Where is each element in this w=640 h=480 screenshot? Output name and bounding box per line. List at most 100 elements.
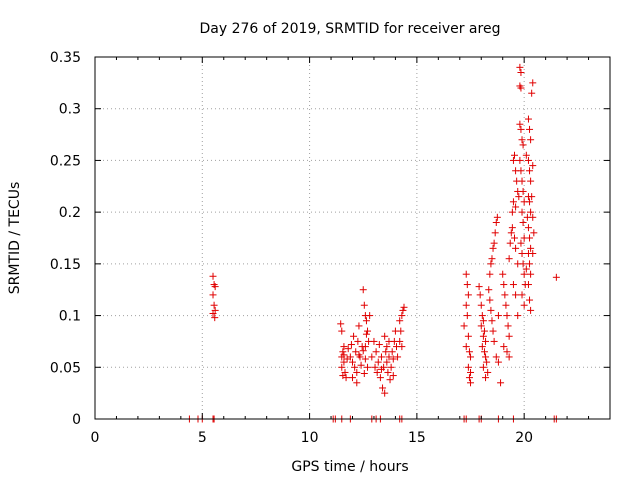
data-point — [517, 167, 525, 175]
data-point — [488, 255, 496, 263]
data-point — [502, 301, 510, 309]
x-tick-label: 10 — [301, 430, 319, 446]
data-point — [464, 332, 472, 340]
data-point — [478, 312, 486, 320]
data-point — [527, 270, 535, 278]
data-point — [509, 281, 517, 289]
data-point — [377, 353, 385, 361]
data-point — [381, 332, 389, 340]
data-point — [209, 310, 217, 318]
data-point — [519, 218, 527, 226]
data-point — [377, 365, 385, 373]
data-point — [530, 229, 538, 237]
data-point — [518, 136, 526, 144]
x-tick-label: 5 — [198, 430, 207, 446]
data-point — [361, 343, 369, 351]
data-point — [522, 265, 530, 273]
y-tick-label: 0.1 — [59, 309, 81, 325]
data-point — [400, 303, 408, 311]
data-point — [338, 363, 346, 371]
data-point — [528, 193, 536, 201]
data-point — [383, 358, 391, 366]
data-point — [476, 291, 484, 299]
data-point — [483, 358, 491, 366]
data-point — [482, 374, 490, 382]
data-point — [494, 358, 502, 366]
data-point — [362, 317, 370, 325]
data-point — [519, 187, 527, 195]
data-point — [520, 301, 528, 309]
chart-title: Day 276 of 2019, SRMTID for receiver are… — [200, 21, 501, 37]
data-point — [357, 361, 365, 369]
data-point — [526, 125, 534, 133]
data-point — [529, 213, 537, 221]
data-point — [475, 283, 483, 291]
data-point — [383, 343, 391, 351]
data-point — [515, 193, 523, 201]
data-point — [353, 368, 361, 376]
data-point — [398, 343, 406, 351]
data-point — [360, 301, 368, 309]
x-tick-label: 15 — [408, 430, 426, 446]
data-point — [493, 213, 501, 221]
data-point — [491, 229, 499, 237]
data-point — [396, 337, 404, 345]
data-point — [552, 273, 560, 281]
x-tick-label: 20 — [515, 430, 533, 446]
data-point — [340, 343, 348, 351]
data-point — [480, 348, 488, 356]
data-point — [477, 301, 485, 309]
data-point — [362, 330, 370, 338]
data-point — [399, 306, 407, 314]
data-point — [509, 198, 517, 206]
data-point — [211, 314, 219, 322]
data-point — [518, 250, 526, 258]
data-point — [394, 353, 402, 361]
data-point — [527, 177, 535, 185]
data-point — [518, 208, 526, 216]
data-point — [527, 208, 535, 216]
y-axis-label: SRMTID / TECUs — [7, 182, 23, 295]
data-point — [508, 224, 516, 232]
x-tick-label: 0 — [91, 430, 100, 446]
data-point — [524, 156, 532, 164]
y-axis-ticks: 0 0.05 0.1 0.15 0.2 0.25 0.3 0.35 — [50, 50, 610, 428]
data-point — [504, 322, 512, 330]
data-point — [511, 234, 519, 242]
data-point — [479, 363, 487, 371]
data-point — [527, 136, 535, 144]
y-tick-label: 0.3 — [59, 102, 81, 118]
data-point — [368, 353, 376, 361]
data-point — [500, 281, 508, 289]
data-point — [479, 317, 487, 325]
data-point — [485, 286, 493, 294]
data-point — [346, 353, 354, 361]
data-point — [488, 317, 496, 325]
data-point — [486, 296, 494, 304]
data-point — [376, 374, 384, 382]
y-tick-label: 0.05 — [50, 360, 81, 376]
data-point — [529, 250, 537, 258]
data-point — [462, 270, 470, 278]
data-point — [350, 332, 358, 340]
data-point — [482, 353, 490, 361]
data-point — [467, 353, 475, 361]
data-point — [520, 270, 528, 278]
data-point — [529, 79, 537, 87]
data-point — [524, 115, 532, 123]
data-point — [514, 312, 522, 320]
data-point — [527, 306, 535, 314]
data-point — [479, 332, 487, 340]
data-point — [389, 355, 397, 363]
data-point — [342, 374, 350, 382]
data-point — [385, 337, 393, 345]
y-tick-label: 0.2 — [59, 205, 81, 221]
data-point — [364, 363, 372, 371]
data-point — [340, 351, 348, 359]
data-point — [518, 177, 526, 185]
x-axis-ticks: 0 5 10 15 20 — [91, 57, 590, 446]
data-point — [503, 312, 511, 320]
data-point — [465, 348, 473, 356]
data-point — [349, 358, 356, 366]
data-point — [482, 337, 490, 345]
